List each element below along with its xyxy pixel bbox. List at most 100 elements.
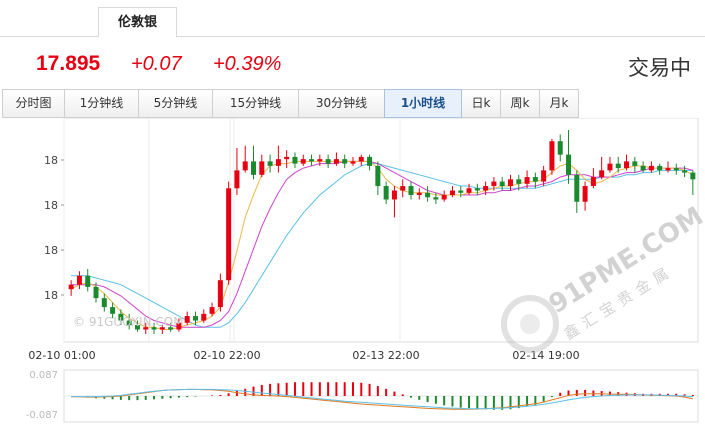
candle-body [275, 159, 281, 166]
candle-body [367, 156, 373, 166]
candle-body [425, 192, 431, 198]
candle-body [85, 275, 91, 287]
quote-row: 17.895 +0.07 +0.39% 交易中 [0, 50, 705, 80]
candle-body [566, 154, 572, 175]
macd-panel: 0.087 -0.087 [26, 369, 699, 423]
chart-area: 0.087 -0.087 18 18 18 18 02-10 01:00 02-10 22:… [0, 117, 705, 425]
candle-body [549, 141, 555, 171]
x-tick-label: 02-13 22:00 [352, 349, 419, 362]
candle-body [557, 141, 563, 155]
candle-body [110, 307, 116, 314]
candle-body [201, 313, 207, 321]
candle-body [317, 159, 323, 162]
tab-monthly[interactable]: 月k [539, 89, 579, 118]
candle-body [234, 170, 240, 189]
candle-body [259, 161, 265, 175]
candle-body [491, 181, 497, 187]
tab-5min[interactable]: 5分钟线 [138, 89, 213, 118]
macd-line [71, 388, 694, 410]
candle-body [192, 316, 198, 321]
candle-body [300, 159, 306, 164]
candle-body [309, 159, 315, 162]
candle-body [524, 177, 530, 184]
candle-body [151, 327, 157, 330]
candle-body [516, 179, 522, 184]
macd-signal-line [71, 388, 693, 410]
candle-body [93, 286, 99, 299]
candle-body [507, 179, 513, 187]
candle-body [342, 159, 348, 164]
tab-london-silver[interactable]: 伦敦银 [98, 7, 177, 38]
candle-body [441, 195, 447, 200]
candle-body [532, 177, 538, 182]
candle-body [682, 170, 688, 173]
candle-body [624, 161, 630, 169]
y-tick-label: 18 [44, 199, 58, 212]
candle-body [76, 275, 82, 285]
candle-body [416, 192, 422, 196]
candle-body [458, 190, 464, 193]
tab-1min[interactable]: 1分钟线 [64, 89, 139, 118]
candle-body [118, 313, 124, 321]
candle-body [126, 320, 132, 326]
x-tick-label: 02-14 19:00 [512, 349, 579, 362]
candle-body [574, 174, 580, 202]
candle-body [673, 168, 679, 171]
moving-averages [70, 160, 694, 330]
trading-status: 交易中 [628, 56, 691, 80]
tab-timeshare[interactable]: 分时图 [2, 89, 65, 118]
candle-body [590, 177, 596, 187]
price-change-percent: +0.39% [213, 53, 282, 75]
candle-body [615, 163, 621, 169]
candle-body [68, 284, 74, 290]
candle-body [541, 170, 547, 182]
candle-body [582, 186, 588, 202]
candle-body [159, 327, 165, 330]
candle-body [226, 188, 232, 281]
top-tab-bar: 伦敦银 [0, 0, 705, 38]
ma-long-line [71, 163, 693, 328]
candle-body [648, 165, 654, 171]
candle-body [358, 156, 364, 162]
candle-body [209, 307, 215, 314]
candle-body [433, 197, 439, 200]
x-tick-label: 02-10 01:00 [28, 349, 95, 362]
last-price: 17.895 [36, 52, 101, 75]
candle-body [391, 190, 397, 200]
candle-body [690, 172, 696, 180]
candle-body [375, 165, 381, 187]
grid [63, 117, 699, 343]
candle-body [101, 298, 107, 308]
y-tick-label: 18 [44, 154, 58, 167]
candle-body [449, 190, 455, 196]
candle-body [292, 156, 298, 164]
watermark-91pme-logo [501, 295, 559, 353]
period-tabs: 分时图 1分钟线 5分钟线 15分钟线 30分钟线 1小时线 日k 周k 月k [2, 89, 579, 118]
candle-body [483, 186, 489, 191]
tab-daily[interactable]: 日k [461, 89, 501, 118]
tab-15min[interactable]: 15分钟线 [212, 89, 299, 118]
x-tick-label: 02-10 22:00 [193, 349, 260, 362]
candle-body [408, 186, 414, 196]
candle-body [632, 161, 638, 166]
candle-body [607, 163, 613, 171]
candle-body [267, 161, 273, 166]
candle-body [474, 188, 480, 191]
candle-body [284, 156, 290, 160]
tab-1hour[interactable]: 1小时线 [384, 89, 462, 118]
candle-body [168, 327, 174, 330]
tab-30min[interactable]: 30分钟线 [298, 89, 385, 118]
candle-body [217, 280, 223, 308]
candle-body [333, 159, 339, 164]
candles [68, 130, 696, 334]
y-tick-label: 18 [44, 289, 58, 302]
candle-body [657, 165, 663, 171]
tab-weekly[interactable]: 周k [500, 89, 540, 118]
candle-body [466, 188, 472, 193]
watermark-91guoxin: © 91GUOXIN.COM [73, 315, 184, 329]
y-tick-label: 18 [44, 244, 58, 257]
kline-chart: 0.087 -0.087 18 18 18 18 02-10 01:00 02-10 22:… [26, 117, 705, 423]
candle-body [640, 165, 646, 171]
macd-y-tick-label: 0.087 [29, 370, 58, 381]
candle-body [400, 186, 406, 191]
